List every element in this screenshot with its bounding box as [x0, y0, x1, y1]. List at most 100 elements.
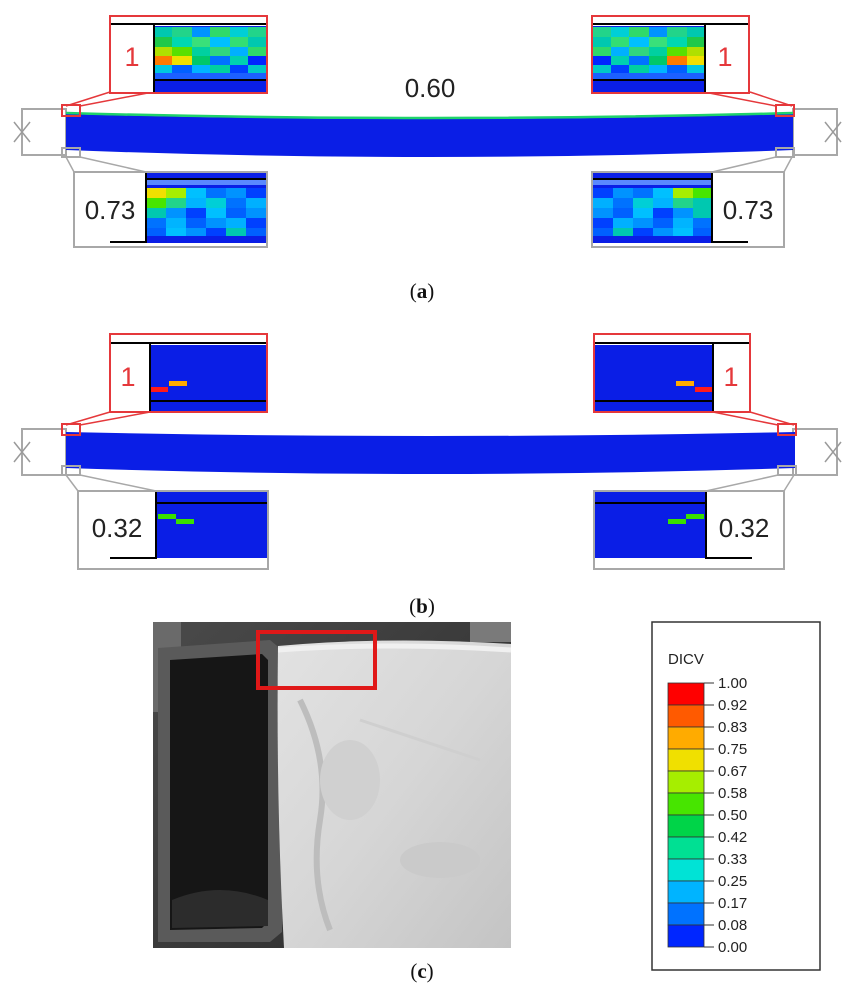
contour-cell [649, 47, 667, 56]
contour-cell [673, 218, 693, 228]
legend-swatches [667, 682, 705, 948]
marker-top-right [777, 423, 797, 436]
contour-cell [230, 37, 248, 47]
inset-value: 1 [717, 42, 732, 72]
contour-cell [192, 65, 210, 73]
steel-tube-inner [170, 654, 268, 930]
legend-swatch [667, 748, 705, 772]
contour-cell [653, 228, 673, 236]
caption-b: (b) [409, 594, 435, 618]
contour-cell [169, 381, 187, 386]
contour-cell [186, 208, 206, 218]
contour-cell [246, 198, 266, 208]
legend-level-label: 0.08 [718, 917, 747, 934]
contour-cell [611, 37, 629, 47]
connector-bottom-left [65, 156, 147, 173]
inset-b-top-right: 1 [593, 333, 751, 413]
contour-cell [248, 65, 266, 73]
contour-cell [246, 218, 266, 228]
connector-bottom-right [711, 156, 793, 173]
contour-cell [176, 519, 194, 524]
contour-cell [206, 228, 226, 236]
contour-cell [673, 188, 693, 198]
marker-bottom-right [777, 465, 797, 476]
contour-cell [158, 514, 176, 519]
contour-cell [649, 27, 667, 37]
contour-cell [146, 180, 266, 185]
caption-c: (c) [410, 959, 433, 983]
contour-cell [695, 387, 712, 392]
contour-cell [667, 27, 687, 37]
contour-cell [230, 56, 248, 65]
contour-cell [593, 198, 613, 208]
contour-cell [687, 47, 705, 56]
steel-tube-floor [172, 890, 268, 928]
contour-cell [693, 208, 712, 218]
inset-value: 0.73 [723, 195, 774, 225]
contour-cell [668, 519, 686, 524]
legend-level-label: 0.50 [718, 807, 747, 824]
contour-cell [611, 65, 629, 73]
inset-contour [156, 492, 267, 558]
marker-bottom-left [61, 465, 81, 476]
contour-cell [629, 27, 649, 37]
connector-top-right [712, 411, 795, 426]
contour-cell [226, 208, 246, 218]
inset-contour-cells [154, 27, 266, 79]
right-support-cross-icon [824, 441, 842, 463]
contour-cell [673, 228, 693, 236]
legend-swatch [667, 814, 705, 838]
contour-cell [186, 228, 206, 236]
legend-level-label: 0.92 [718, 697, 747, 714]
contour-cell [248, 27, 266, 37]
inset-b-bottom-left: 0.32 [77, 490, 269, 570]
inset-value: 0.32 [719, 513, 770, 543]
board-texture [278, 643, 511, 932]
contour-cell [206, 198, 226, 208]
legend-level-label: 0.75 [718, 741, 747, 758]
legend-labels: 1.00 0.92 0.83 0.75 0.67 0.58 0.50 0.42 0.33 0.25… [704, 675, 747, 956]
inset-value: 1 [723, 362, 738, 392]
contour-cell [629, 47, 649, 56]
contour-cell [629, 56, 649, 65]
right-support [792, 108, 838, 156]
contour-cell [673, 208, 693, 218]
contour-cell [593, 180, 712, 185]
contour-cell [667, 37, 687, 47]
inset-contour-cells [593, 27, 705, 79]
board-stain [400, 842, 480, 878]
photo-clutter [470, 622, 511, 642]
contour-cell [611, 56, 629, 65]
contour-cell [166, 228, 186, 236]
legend-swatch [667, 792, 705, 816]
inset-a-top-left: 1 [109, 15, 268, 94]
contour-cell [613, 228, 633, 236]
board-crack [359, 718, 481, 762]
contour-cell [206, 208, 226, 218]
contour-cell [146, 228, 166, 236]
contour-cell [633, 218, 653, 228]
contour-cell [593, 27, 611, 37]
inset-b-bottom-right: 0.32 [593, 490, 785, 570]
contour-cell [151, 387, 168, 392]
left-support-cross-icon [13, 441, 31, 463]
contour-cell [154, 47, 172, 56]
legend-swatch [667, 902, 705, 926]
marker-bottom-right [775, 147, 795, 158]
contour-cell [649, 37, 667, 47]
panel-c-photo: (c) [153, 622, 511, 983]
contour-cell [206, 218, 226, 228]
contour-cell [593, 56, 611, 65]
legend-swatch [667, 924, 705, 948]
contour-cell [649, 56, 667, 65]
connector-bottom-left [65, 474, 157, 492]
legend-level-label: 0.00 [718, 939, 747, 956]
contour-cell [633, 188, 653, 198]
contour-cell [192, 56, 210, 65]
contour-cell [611, 47, 629, 56]
contour-cell [186, 218, 206, 228]
contour-cell [210, 47, 230, 56]
contour-cell [687, 65, 705, 73]
left-support [21, 108, 67, 156]
damage-highlight-box [256, 630, 377, 690]
